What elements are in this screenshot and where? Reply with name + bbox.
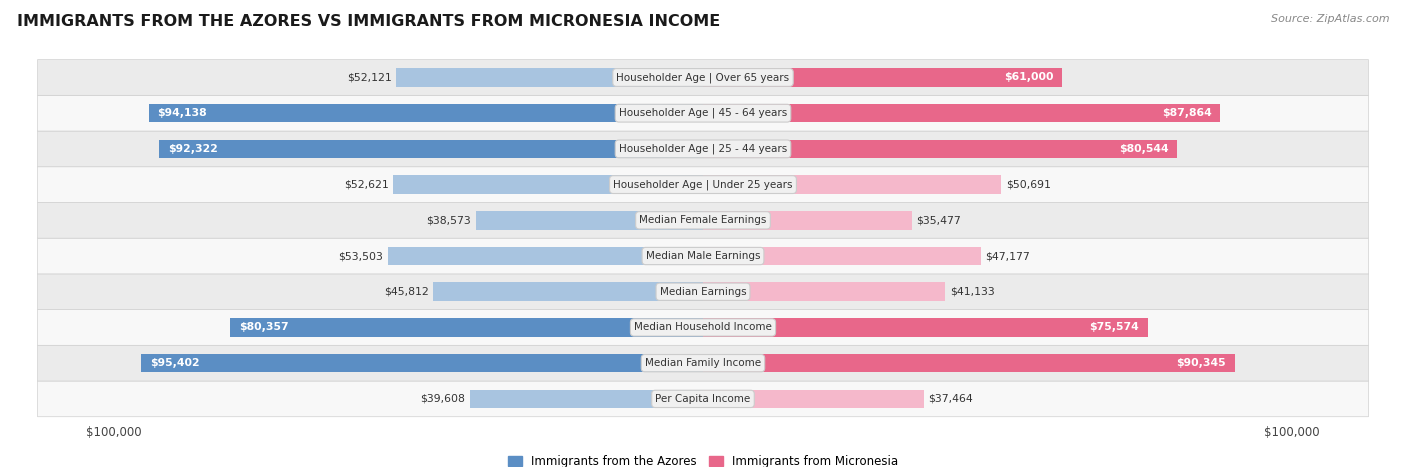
Text: $75,574: $75,574 — [1090, 322, 1139, 333]
Text: Median Earnings: Median Earnings — [659, 287, 747, 297]
FancyBboxPatch shape — [38, 203, 1368, 238]
Text: $80,357: $80,357 — [239, 322, 288, 333]
Text: $52,621: $52,621 — [343, 180, 388, 190]
Bar — [433, 283, 703, 301]
Text: $45,812: $45,812 — [384, 287, 429, 297]
Bar — [703, 211, 912, 230]
Text: $87,864: $87,864 — [1161, 108, 1212, 118]
Text: $80,544: $80,544 — [1119, 144, 1168, 154]
Bar — [141, 354, 703, 373]
Text: Householder Age | Under 25 years: Householder Age | Under 25 years — [613, 179, 793, 190]
Text: Householder Age | 25 - 44 years: Householder Age | 25 - 44 years — [619, 144, 787, 154]
Text: $38,573: $38,573 — [426, 215, 471, 225]
Text: Householder Age | Over 65 years: Householder Age | Over 65 years — [616, 72, 790, 83]
Bar — [703, 283, 945, 301]
Text: $35,477: $35,477 — [917, 215, 962, 225]
Bar — [703, 247, 981, 265]
Text: Median Male Earnings: Median Male Earnings — [645, 251, 761, 261]
Bar — [703, 68, 1062, 87]
Text: Median Female Earnings: Median Female Earnings — [640, 215, 766, 225]
Bar — [703, 104, 1220, 122]
Text: Median Household Income: Median Household Income — [634, 322, 772, 333]
FancyBboxPatch shape — [38, 60, 1368, 95]
Bar — [396, 68, 703, 87]
Text: Median Family Income: Median Family Income — [645, 358, 761, 368]
Bar — [159, 140, 703, 158]
Text: Householder Age | 45 - 64 years: Householder Age | 45 - 64 years — [619, 108, 787, 119]
Text: $90,345: $90,345 — [1177, 358, 1226, 368]
Text: $37,464: $37,464 — [928, 394, 973, 404]
Text: $61,000: $61,000 — [1004, 72, 1053, 83]
Bar — [703, 140, 1177, 158]
FancyBboxPatch shape — [38, 345, 1368, 381]
FancyBboxPatch shape — [38, 310, 1368, 345]
Text: $95,402: $95,402 — [150, 358, 200, 368]
FancyBboxPatch shape — [38, 167, 1368, 203]
Text: $52,121: $52,121 — [347, 72, 391, 83]
FancyBboxPatch shape — [38, 381, 1368, 417]
Text: $47,177: $47,177 — [986, 251, 1031, 261]
Bar — [388, 247, 703, 265]
FancyBboxPatch shape — [38, 131, 1368, 167]
Text: $50,691: $50,691 — [1007, 180, 1052, 190]
Bar — [703, 175, 1001, 194]
FancyBboxPatch shape — [38, 95, 1368, 131]
Text: $94,138: $94,138 — [157, 108, 207, 118]
Bar — [703, 354, 1234, 373]
Text: Source: ZipAtlas.com: Source: ZipAtlas.com — [1271, 14, 1389, 24]
Bar — [149, 104, 703, 122]
Bar — [703, 389, 924, 408]
Bar — [703, 318, 1149, 337]
Text: IMMIGRANTS FROM THE AZORES VS IMMIGRANTS FROM MICRONESIA INCOME: IMMIGRANTS FROM THE AZORES VS IMMIGRANTS… — [17, 14, 720, 29]
Bar — [470, 389, 703, 408]
Legend: Immigrants from the Azores, Immigrants from Micronesia: Immigrants from the Azores, Immigrants f… — [503, 450, 903, 467]
Bar — [394, 175, 703, 194]
Bar — [229, 318, 703, 337]
Text: $53,503: $53,503 — [339, 251, 384, 261]
FancyBboxPatch shape — [38, 274, 1368, 310]
FancyBboxPatch shape — [38, 238, 1368, 274]
Text: $39,608: $39,608 — [420, 394, 465, 404]
Text: $41,133: $41,133 — [950, 287, 994, 297]
Bar — [475, 211, 703, 230]
Text: Per Capita Income: Per Capita Income — [655, 394, 751, 404]
Text: $92,322: $92,322 — [169, 144, 218, 154]
